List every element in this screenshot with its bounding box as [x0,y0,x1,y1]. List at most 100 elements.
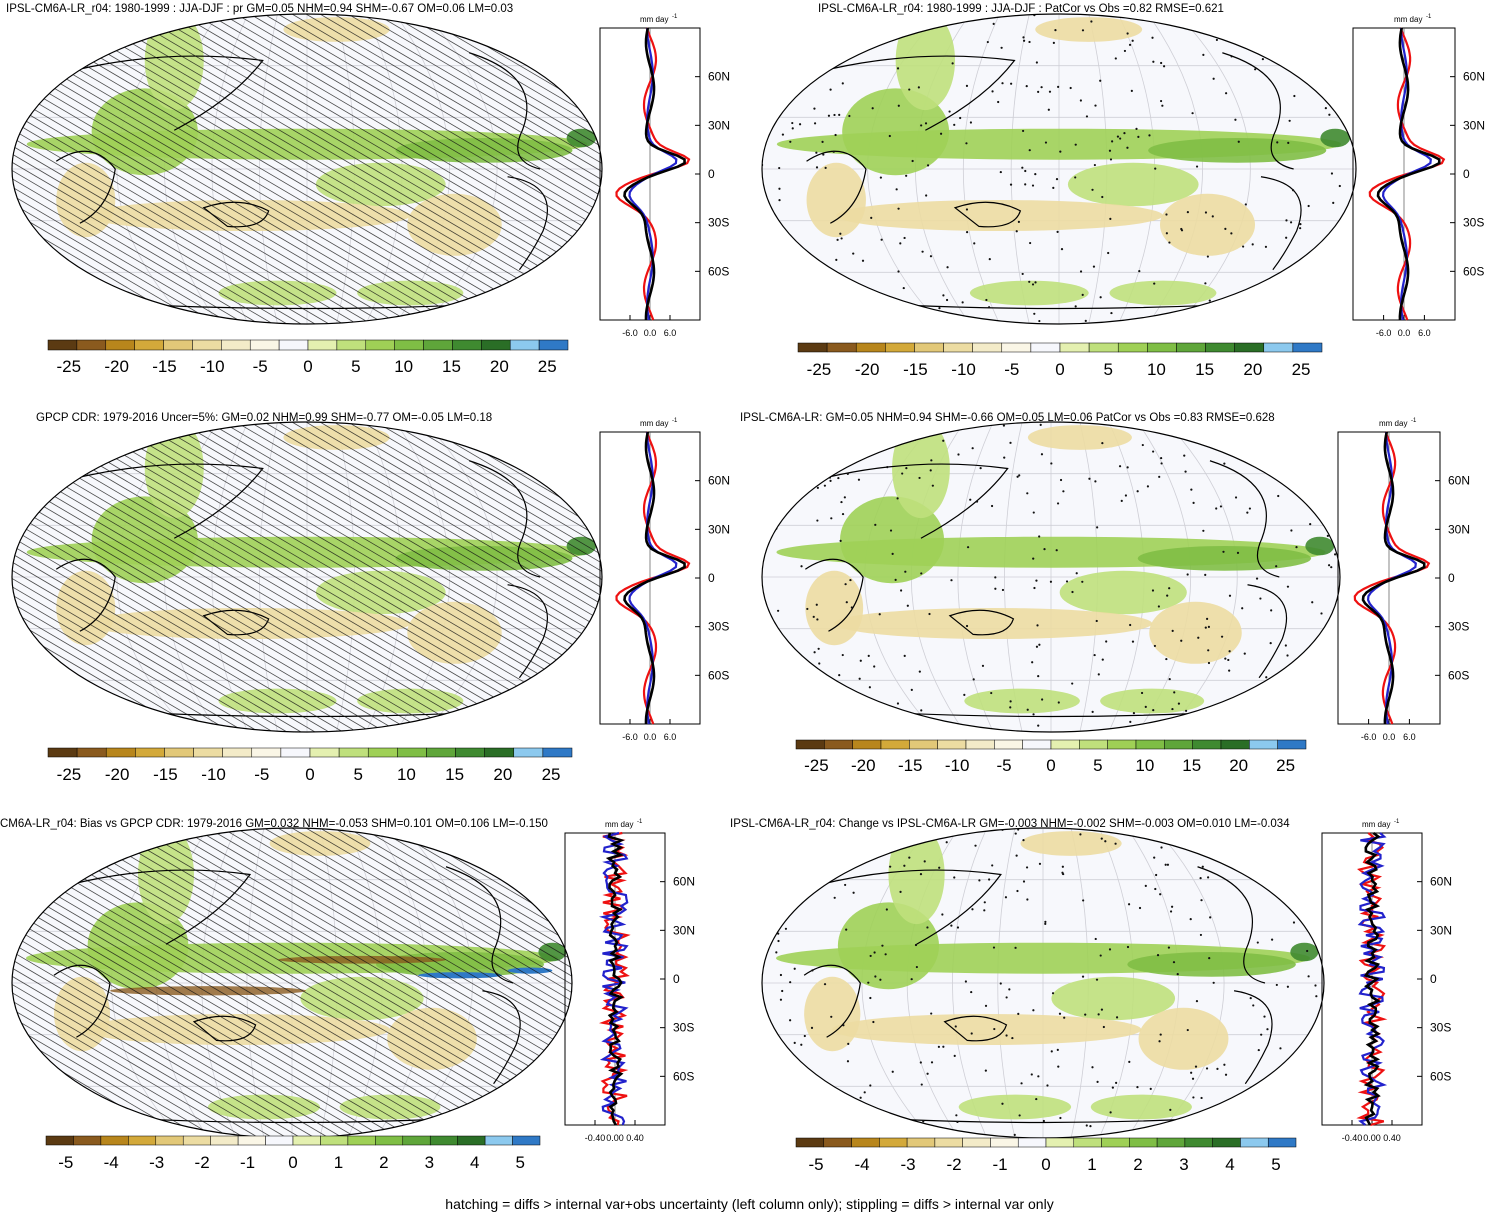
stipple-dot [766,1076,770,1079]
stipple-dot [941,913,944,916]
stipple-dot [920,124,923,127]
stipple-dot [1025,866,1029,869]
stipple-dot [947,1134,950,1137]
stipple-dot [879,978,882,981]
precip-anomaly-field [1027,425,1132,450]
hatching-line [179,14,602,324]
stipple-dot [1195,165,1199,168]
stipple-dot [1173,691,1176,694]
coastline [53,964,111,1038]
stipple-dot [837,476,840,480]
hatching-line [235,422,602,732]
stipple-dot [789,981,792,984]
x-tick-label: -0.40 [585,1133,606,1143]
stipple-dot [1290,457,1293,460]
lat-tick-label: 30N [1448,522,1470,536]
coastline [202,201,270,228]
stipple-dot [1291,899,1295,902]
stipple-dot [774,873,777,876]
stipple-dot [926,1133,929,1136]
precip-anomaly-field [300,976,424,1021]
stipple-dot [781,1050,785,1053]
hatching-line [12,14,358,324]
stipple-dot [920,572,923,575]
x-tick-label: 6.0 [664,328,677,338]
stipple-dot [930,1061,934,1064]
stipple-dot [978,879,981,882]
stipple-dot [1088,477,1091,480]
hatching-line [403,828,572,1138]
x-tick-label: -6.0 [622,732,638,742]
colorbar-swatch [481,339,511,351]
colorbar-swatch [823,1137,852,1148]
stipple-dot [1245,1091,1248,1095]
stipple-dot [791,127,794,130]
stipple-dot [1326,534,1329,537]
precip-anomaly-field [339,1094,441,1120]
stipple-dot [861,24,864,27]
stipple-dot [1246,511,1249,514]
stipple-dot [965,231,969,234]
stipple-dot [1319,423,1322,426]
colorbar-label: 15 [1182,756,1201,775]
stipple-dot [1042,1119,1045,1123]
hatching-line [305,14,602,324]
coastline [948,609,1015,636]
stipple-dot [1159,1033,1162,1036]
lat-tick-label: 0 [673,972,680,986]
hatching-line [53,14,582,324]
stipple-dot [1251,243,1254,246]
stipple-dot [1074,305,1077,308]
stipple-dot [971,908,974,911]
stipple-dot [867,981,870,984]
colorbar-swatch [1263,342,1294,353]
stipple-dot [841,82,844,85]
stipple-dot [1325,14,1328,16]
stipple-dot [1254,68,1257,71]
stipple-dot [1031,283,1035,286]
stipple-dot [1315,995,1318,998]
colorbar-swatch [193,747,223,758]
graticule-lon [424,14,498,324]
hatching-line [12,14,288,324]
hatching-line [277,14,602,324]
stipple-dot [1028,40,1031,44]
colorbar-label: -25 [57,357,82,376]
colorbar-swatch [397,747,427,758]
stipple-dot [1131,640,1135,643]
x-tick-label: 6.0 [1418,328,1431,338]
stipple-dot [802,489,805,492]
hatching-line [12,828,526,1138]
colorbar-swatch [164,747,194,758]
stipple-dot [1249,997,1252,1000]
hatching-line [12,828,372,1138]
hatching-line [417,422,602,732]
stipple-dot [803,1083,806,1086]
stipple-dot [1119,137,1122,140]
stipple-dot [846,472,849,475]
stipple-dot [1003,456,1006,459]
map-panel-4 [761,421,1341,733]
stipple-dot [1140,691,1144,695]
colorbar-swatch [336,339,367,351]
precip-anomaly-field [87,902,189,990]
stipple-dot [1109,217,1112,220]
colorbar-swatch [210,1135,239,1146]
stipple-dot [1114,842,1117,845]
panel-title-6: IPSL-CM6A-LR_r04: Change vs IPSL-CM6A-LR… [730,818,1290,830]
colorbar-swatch [47,747,78,758]
stipple-dot [1120,499,1123,502]
stipple-dot [1275,983,1278,987]
stipple-dot [1044,922,1047,925]
stipple-dot [1224,227,1227,230]
stipple-dot [1008,988,1011,991]
stipple-dot [1093,163,1096,167]
stipple-dot [1031,184,1035,187]
stipple-dot [1130,89,1133,92]
colorbar-label: 10 [394,357,413,376]
stipple-dot [1092,265,1096,268]
stipple-dot [1306,949,1309,953]
stipple-dot [1171,629,1174,633]
stipple-dot [1095,978,1099,981]
hatching-line [81,14,602,324]
